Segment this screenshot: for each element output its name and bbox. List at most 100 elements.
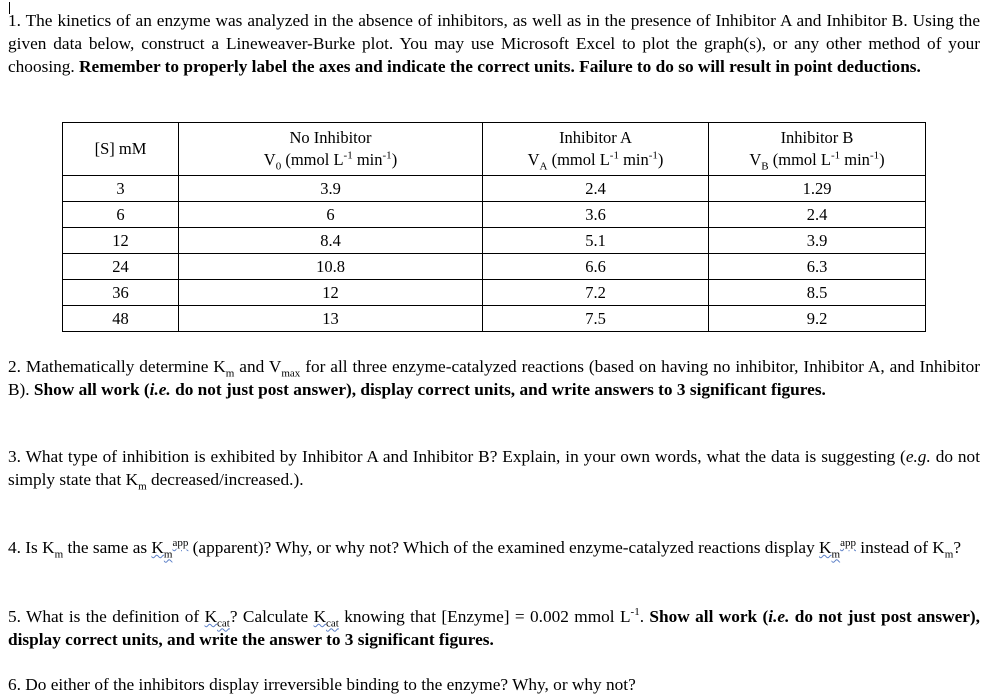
- text-segment: m: [138, 480, 147, 493]
- text-segment: Inhibitor B: [780, 128, 854, 147]
- text-segment: (mmol L: [281, 150, 344, 169]
- table-cell: 3.9: [708, 227, 926, 254]
- text-segment: [S] mM: [94, 139, 147, 158]
- table-header-row: [S] mM No Inhibitor V0 (mmol L-1 min-1) I…: [62, 122, 926, 176]
- text-segment: m: [831, 548, 841, 561]
- header-inhibitor-a: Inhibitor A VA (mmol L-1 min-1): [482, 122, 709, 176]
- table-cell: 10.8: [178, 253, 483, 280]
- question-6: 6. Do either of the inhibitors display i…: [8, 673, 980, 696]
- text-segment: 4. Is K: [8, 538, 55, 557]
- table-cell: 7.5: [482, 305, 709, 332]
- text-segment: V: [749, 150, 762, 169]
- text-segment: V: [527, 150, 540, 169]
- text-segment: m: [54, 548, 64, 561]
- text-segment: 5. What is the definition of: [8, 607, 205, 626]
- table-cell: 3.6: [482, 201, 709, 228]
- table-cell: 7.2: [482, 279, 709, 306]
- text-segment: i.e.: [149, 380, 171, 399]
- text-segment: knowing that [Enzyme] = 0.002 mmol L: [338, 607, 631, 626]
- text-segment: 3. What type of inhibition is exhibited …: [8, 447, 906, 466]
- text-segment: 0: [275, 160, 282, 173]
- table-cell: 6.3: [708, 253, 926, 280]
- text-segment: m: [163, 548, 173, 561]
- table-cell: 9.2: [708, 305, 926, 332]
- text-segment: No Inhibitor: [289, 128, 372, 147]
- text-segment: do not simply state that K: [8, 447, 980, 489]
- text-segment: (mmol L: [547, 150, 610, 169]
- table-row: 48 13 7.5 9.2: [62, 305, 926, 332]
- table-cell: 48: [62, 305, 179, 332]
- text-segment: do not just post answer), display correc…: [8, 607, 981, 649]
- table-cell: 12: [178, 279, 483, 306]
- text-segment: K: [313, 607, 327, 626]
- table-cell: 13: [178, 305, 483, 332]
- text-segment: Show all work (: [33, 380, 150, 399]
- text-segment: -1: [630, 606, 640, 619]
- text-segment: -1: [382, 149, 392, 162]
- table-cell: 8.4: [178, 227, 483, 254]
- text-segment: -1: [609, 149, 619, 162]
- table-cell: 6: [178, 201, 483, 228]
- text-segment: min: [352, 150, 383, 169]
- header-no-inhibitor: No Inhibitor V0 (mmol L-1 min-1): [178, 122, 483, 176]
- text-segment: ? Calculate: [229, 607, 314, 626]
- table-cell: 36: [62, 279, 179, 306]
- table-cell: 2.4: [708, 201, 926, 228]
- header-substrate: [S] mM: [62, 122, 179, 176]
- text-segment: m: [225, 367, 235, 380]
- text-segment: decreased/increased.).: [146, 470, 304, 489]
- text-segment: K: [819, 538, 832, 557]
- text-segment: 2. Mathematically determine K: [8, 357, 226, 376]
- text-segment: min: [840, 150, 870, 169]
- table-cell: 2.4: [482, 175, 709, 202]
- text-segment: the same as: [63, 538, 152, 557]
- question-2: 2. Mathematically determine Km and Vmax …: [8, 355, 980, 401]
- table-row: 12 8.4 5.1 3.9: [62, 227, 926, 254]
- table-cell: 8.5: [708, 279, 926, 306]
- table-cell: 6.6: [482, 253, 709, 280]
- question-4: 4. Is Km the same as Kmapp (apparent)? W…: [8, 536, 980, 561]
- text-segment: 6. Do either of the inhibitors display i…: [8, 675, 636, 694]
- text-segment: -1: [869, 149, 880, 162]
- text-segment: -1: [343, 149, 353, 162]
- text-cursor: [9, 2, 10, 14]
- text-segment: Remember to properly label the axes and …: [79, 57, 921, 76]
- table-cell: 6: [62, 201, 179, 228]
- table-row: 3 3.9 2.4 1.29: [62, 175, 926, 202]
- text-segment: K: [151, 538, 164, 557]
- text-segment: .: [639, 607, 650, 626]
- text-segment: and V: [234, 357, 282, 376]
- text-segment: ): [391, 150, 398, 169]
- text-segment: for all three enzyme-catalyzed reactions…: [8, 357, 980, 399]
- text-segment: app: [172, 537, 189, 550]
- text-segment: i.e.: [768, 607, 790, 626]
- table-row: 36 12 7.2 8.5: [62, 279, 926, 306]
- text-segment: A: [539, 160, 548, 173]
- text-segment: do not just post answer), display correc…: [170, 380, 826, 399]
- text-segment: cat: [326, 617, 339, 630]
- table-cell: 1.29: [708, 175, 926, 202]
- text-segment: m: [944, 548, 954, 561]
- question-1: 1. The kinetics of an enzyme was analyze…: [8, 9, 980, 78]
- header-inhibitor-b: Inhibitor B VB (mmol L-1 min-1): [708, 122, 926, 176]
- table-cell: 12: [62, 227, 179, 254]
- text-segment: -1: [830, 149, 841, 162]
- text-segment: K: [204, 607, 218, 626]
- text-segment: Show all work (: [649, 607, 769, 626]
- text-segment: ?: [953, 538, 962, 557]
- table-row: 6 6 3.6 2.4: [62, 201, 926, 228]
- text-segment: instead of K: [855, 538, 945, 557]
- text-segment: app: [840, 537, 856, 550]
- table-cell: 3: [62, 175, 179, 202]
- text-segment: Inhibitor A: [559, 128, 632, 147]
- table-row: 24 10.8 6.6 6.3: [62, 253, 926, 280]
- text-segment: cat: [217, 617, 230, 630]
- kinetics-data-table: [S] mM No Inhibitor V0 (mmol L-1 min-1) I…: [62, 122, 926, 332]
- text-segment: ): [879, 150, 885, 169]
- text-segment: e.g.: [905, 447, 931, 466]
- question-3: 3. What type of inhibition is exhibited …: [8, 445, 980, 493]
- table-cell: 24: [62, 253, 179, 280]
- text-segment: 1. The kinetics of an enzyme was analyze…: [8, 11, 980, 76]
- table-cell: 5.1: [482, 227, 709, 254]
- text-segment: B: [761, 160, 769, 173]
